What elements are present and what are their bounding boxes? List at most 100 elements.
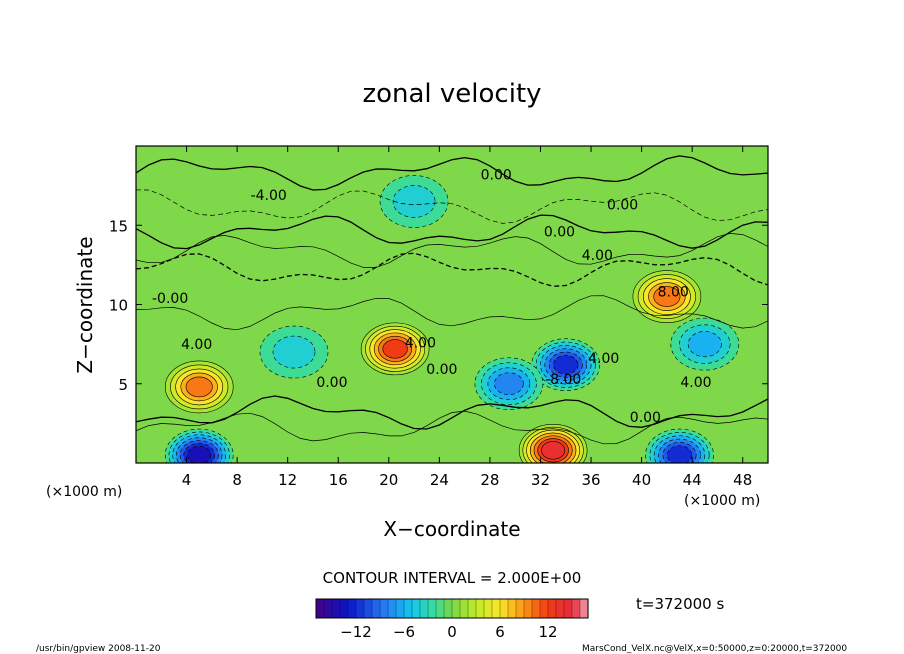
y-tick-label: 10 xyxy=(109,297,128,315)
contour-label: 0.00 xyxy=(630,410,661,426)
contour-label: 0.00 xyxy=(544,224,575,240)
contour-label: -4.00 xyxy=(251,188,287,204)
colorbar-cell xyxy=(355,598,365,619)
colorbar-cell xyxy=(315,598,325,619)
x-tick-label: 4 xyxy=(182,471,192,489)
x-tick-label: 40 xyxy=(632,471,651,489)
plot-area: 0.00 -4.00 0.00 0.00 4.00 8.00 -0.00 4.00 4.00 0.… xyxy=(135,145,769,464)
contour-lines xyxy=(136,155,768,445)
contour-band xyxy=(392,185,436,218)
chart-title: zonal velocity xyxy=(362,79,541,109)
x-tick-label: 8 xyxy=(232,471,242,489)
contour-line xyxy=(136,155,768,191)
contour-band xyxy=(382,339,408,359)
contour-label: -0.00 xyxy=(152,291,188,307)
colorbar-cell xyxy=(531,598,541,619)
x-tick-label: 36 xyxy=(581,471,600,489)
x-tick-label: 28 xyxy=(480,471,499,489)
contour-band xyxy=(272,335,316,369)
contour-line xyxy=(136,189,768,224)
contour-label: 4.00 xyxy=(588,351,619,367)
colorbar-cell xyxy=(411,598,421,619)
x-unit-left: (×1000 m) xyxy=(46,484,122,500)
colorbar-cell xyxy=(339,598,349,619)
contour-band xyxy=(494,372,524,396)
field-feature xyxy=(632,270,702,323)
colorbar-cell xyxy=(427,598,437,619)
contour-band xyxy=(187,445,212,463)
colorbar-cell xyxy=(467,598,477,619)
contour-label: -8.00 xyxy=(545,372,581,388)
contour-label: 8.00 xyxy=(658,285,689,301)
colorbar-cell xyxy=(475,598,485,619)
field-feature xyxy=(531,338,601,392)
contour-labels: 0.00 -4.00 0.00 0.00 4.00 8.00 -0.00 4.00 4.00 0.… xyxy=(152,167,712,426)
colorbar-cell xyxy=(459,598,469,619)
contour-line xyxy=(136,395,768,430)
colorbar-cell xyxy=(403,598,413,619)
colorbar-cell xyxy=(347,598,357,619)
contour-band xyxy=(541,441,566,460)
colorbar-cell xyxy=(443,598,453,619)
x-tick-label: 20 xyxy=(379,471,398,489)
colorbar-cell xyxy=(419,598,429,619)
field-feature xyxy=(474,357,544,411)
field-feature xyxy=(164,428,234,463)
colorbar-cell xyxy=(547,598,557,619)
contour-label: 0.00 xyxy=(607,197,638,213)
colorbar-cell xyxy=(363,598,373,619)
x-tick-label: 16 xyxy=(329,471,348,489)
colorbar-cell xyxy=(435,598,445,619)
colorbar-ticks: −12 −6 0 6 12 xyxy=(340,623,557,641)
y-tick-label: 5 xyxy=(118,376,128,394)
colorbar-cell xyxy=(507,598,517,619)
contour-line xyxy=(136,410,768,445)
colorbar-cell xyxy=(451,598,461,619)
field-feature xyxy=(518,424,588,463)
colorbar-cell xyxy=(579,598,589,619)
x-tick-label: 48 xyxy=(733,471,752,489)
x-tick-label: 44 xyxy=(683,471,702,489)
y-tick-label: 15 xyxy=(109,217,128,235)
colorbar-cell xyxy=(515,598,525,619)
field-feature xyxy=(670,317,740,371)
x-axis-label: X−coordinate xyxy=(383,517,520,541)
contour-interval-text: CONTOUR INTERVAL = 2.000E+00 xyxy=(323,569,582,587)
x-axis: 4 8 12 16 20 24 28 32 36 40 44 48 xyxy=(182,146,752,489)
y-axis-label: Z−coordinate xyxy=(73,236,97,373)
colorbar-cell xyxy=(555,598,565,619)
contour-band xyxy=(185,376,213,398)
contour-band xyxy=(687,331,722,358)
y-axis: 5 10 15 xyxy=(109,217,768,394)
contour-line xyxy=(136,233,768,268)
colorbar-tick-label: 6 xyxy=(495,623,505,641)
colorbar-frame xyxy=(315,598,589,619)
colorbar-cell xyxy=(563,598,573,619)
colorbar-cell xyxy=(395,598,405,619)
colorbar-cell xyxy=(379,598,389,619)
colorbar-cell xyxy=(331,598,341,619)
footer-right: MarsCond_VelX.nc@VelX,x=0:50000,z=0:2000… xyxy=(582,644,847,654)
field-feature xyxy=(379,175,449,228)
contour-label: 4.00 xyxy=(582,248,613,264)
colorbar-cell xyxy=(491,598,501,619)
field-feature xyxy=(360,322,430,376)
contour-line xyxy=(136,252,768,287)
colorbar-cell xyxy=(523,598,533,619)
contour-band xyxy=(653,286,681,307)
colorbar-cell xyxy=(483,598,493,619)
colorbar-cell xyxy=(371,598,381,619)
field-feature xyxy=(164,360,234,414)
x-tick-label: 32 xyxy=(531,471,550,489)
colorbar-cell xyxy=(387,598,397,619)
colorbar-cell xyxy=(571,598,581,619)
contour-band xyxy=(553,355,579,375)
contour-label: 4.00 xyxy=(181,337,212,353)
colorbar-cell xyxy=(499,598,509,619)
colorbar-cell xyxy=(539,598,549,619)
contour-label: 0.00 xyxy=(426,362,457,378)
x-unit-right: (×1000 m) xyxy=(684,493,760,509)
x-tick-label: 12 xyxy=(278,471,297,489)
